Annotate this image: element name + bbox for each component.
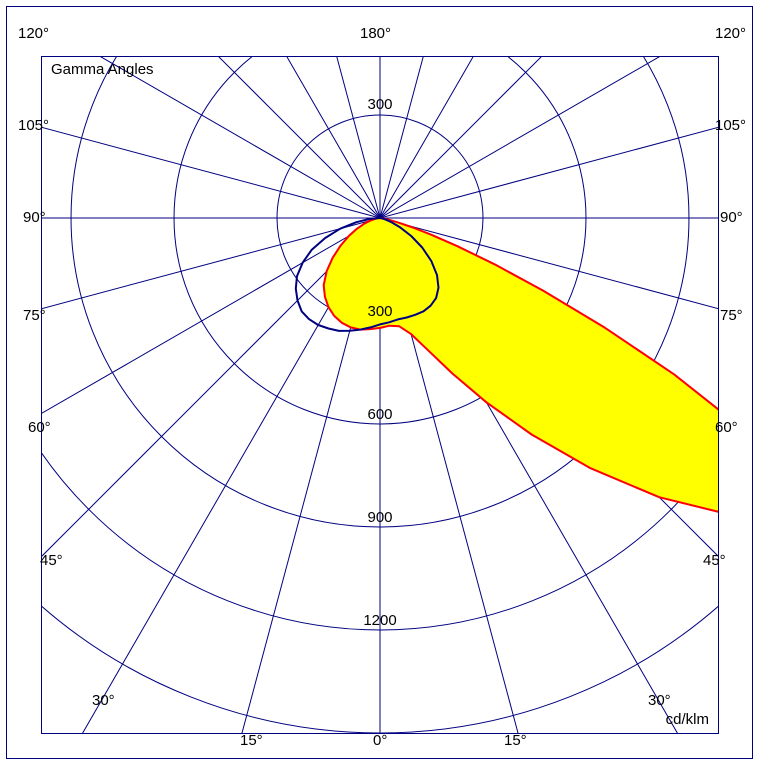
svg-text:300: 300 — [367, 303, 392, 320]
svg-text:75°: 75° — [23, 307, 46, 324]
svg-text:30°: 30° — [92, 692, 115, 709]
svg-text:105°: 105° — [715, 117, 746, 134]
svg-text:180°: 180° — [360, 25, 391, 42]
chart-title: Gamma Angles — [51, 61, 154, 78]
svg-text:900: 900 — [367, 509, 392, 526]
svg-text:120°: 120° — [18, 25, 49, 42]
polar-chart-container: 300 600 900 1200 300 120° 105° 90° 75° 60° 45° 30° 1… — [0, 0, 759, 765]
svg-text:60°: 60° — [28, 419, 51, 436]
svg-text:300: 300 — [367, 96, 392, 113]
svg-text:90°: 90° — [23, 209, 46, 226]
svg-text:15°: 15° — [504, 732, 527, 749]
svg-text:1200: 1200 — [363, 612, 396, 629]
svg-text:105°: 105° — [18, 117, 49, 134]
svg-text:45°: 45° — [703, 552, 726, 569]
unit-label: cd/klm — [666, 711, 709, 728]
svg-text:60°: 60° — [715, 419, 738, 436]
svg-text:90°: 90° — [720, 209, 743, 226]
polar-chart-svg: 300 600 900 1200 300 120° 105° 90° 75° 60° 45° 30° 1… — [0, 0, 759, 765]
svg-text:75°: 75° — [720, 307, 743, 324]
svg-text:600: 600 — [367, 406, 392, 423]
svg-text:15°: 15° — [240, 732, 263, 749]
svg-text:30°: 30° — [648, 692, 671, 709]
svg-text:120°: 120° — [715, 25, 746, 42]
svg-text:45°: 45° — [40, 552, 63, 569]
svg-text:0°: 0° — [373, 732, 387, 749]
